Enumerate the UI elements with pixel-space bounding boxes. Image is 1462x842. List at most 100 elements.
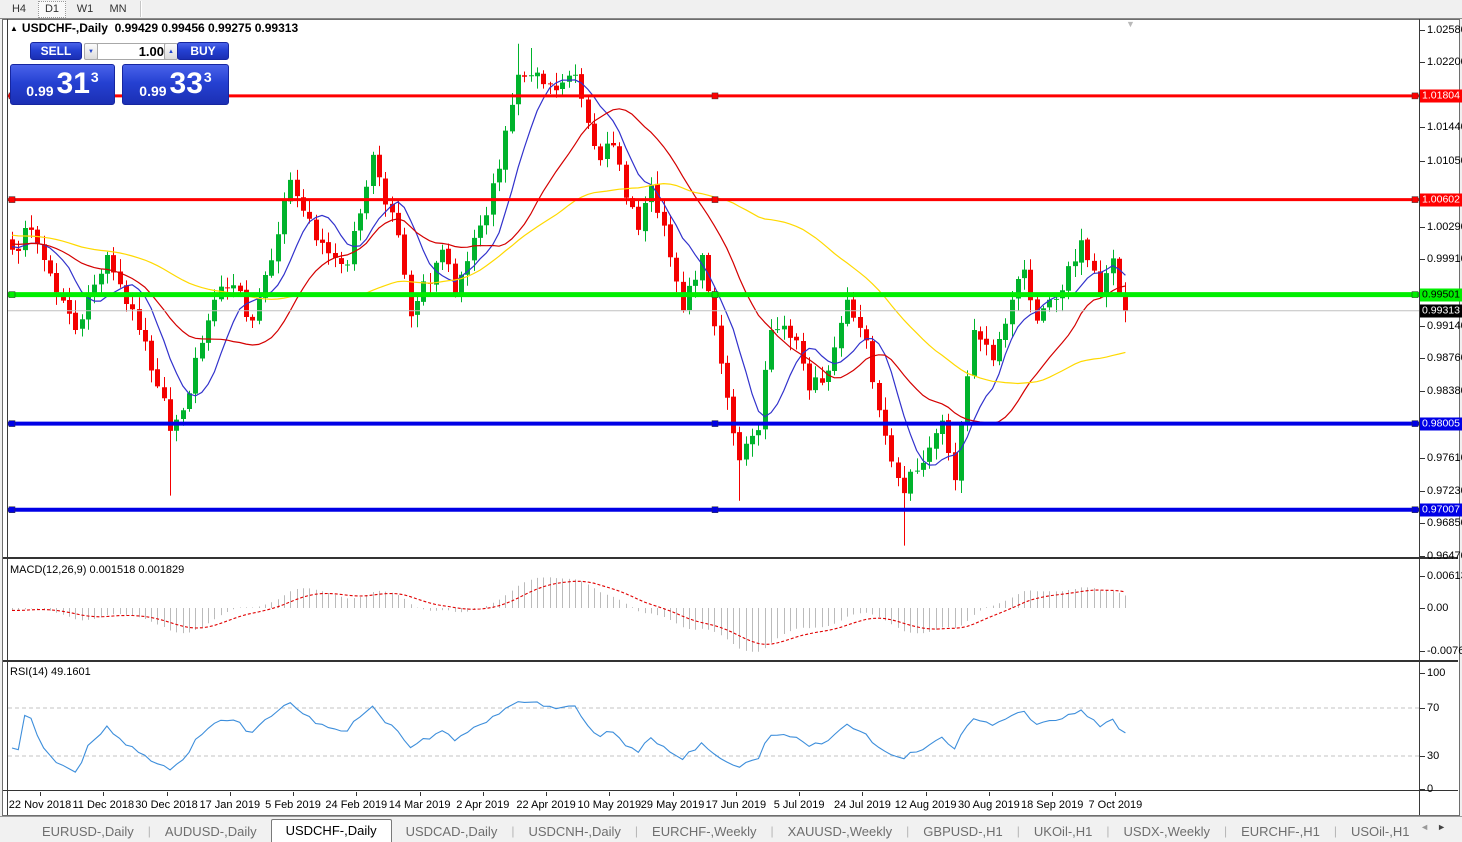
date-label: 22 Nov 2018 (8, 799, 72, 811)
hline-handle[interactable] (8, 196, 16, 203)
axis-tick-mark (1420, 161, 1425, 162)
main-macd-separator[interactable] (3, 557, 1458, 559)
plot-left-border (7, 19, 8, 815)
date-label: 5 Jul 2019 (773, 799, 825, 811)
date-label: 17 Jun 2019 (705, 799, 767, 811)
axis-tick-mark (1420, 127, 1425, 128)
date-label: 24 Jul 2019 (833, 799, 891, 811)
buy-price-big: 33 (169, 67, 203, 100)
hline-handle[interactable] (711, 291, 719, 298)
date-tick-mark (925, 792, 927, 796)
tab-separator: | (511, 824, 515, 838)
axis-tick-mark (1420, 227, 1425, 228)
timeframe-mn-button[interactable]: MN (109, 3, 127, 15)
buy-button[interactable]: BUY (177, 42, 229, 60)
axis-tick-mark (1420, 62, 1425, 63)
price-axis-separator[interactable] (1419, 19, 1420, 815)
tab-gbpusd-h1[interactable]: GBPUSD-,H1 (923, 824, 1003, 839)
tab-eurchf-h1[interactable]: EURCHF-,H1 (1241, 824, 1320, 839)
axis-tick-mark (1420, 30, 1425, 31)
timeframe-toolbar: H4 D1 W1 MN (0, 0, 1462, 19)
sell-price-button[interactable]: 0.99 31 3 (10, 64, 115, 105)
date-tick-mark (166, 792, 168, 796)
tab-audusd-daily[interactable]: AUDUSD-,Daily (164, 824, 257, 839)
tab-eurusd-daily[interactable]: EURUSD-,Daily (42, 824, 134, 839)
date-label: 2 Apr 2019 (456, 799, 510, 811)
axis-tick-label: 0.00613 (1427, 570, 1462, 582)
tab-usoil-h1[interactable]: USOil-,H1 (1350, 824, 1410, 839)
volume-increase-button[interactable]: ▲ (164, 43, 178, 60)
hline-handle[interactable] (1411, 196, 1419, 203)
tab-usdcnh-daily[interactable]: USDCNH-,Daily (528, 824, 621, 839)
axis-tick-label: 1.01440 (1427, 121, 1462, 133)
tab-scroll-left-icon[interactable]: ◄ (1420, 822, 1438, 832)
tab-ukoil-h1[interactable]: UKOil-,H1 (1033, 824, 1093, 839)
ohlc-readout: 0.99429 0.99456 0.99275 0.99313 (114, 21, 299, 35)
date-tick-mark (419, 792, 421, 796)
timeframe-w1-button[interactable]: W1 (76, 3, 94, 15)
hline-handle[interactable] (1411, 92, 1419, 100)
date-tick-mark (293, 792, 294, 796)
hline-handle[interactable] (711, 420, 719, 427)
sell-button[interactable]: SELL (30, 42, 82, 60)
date-label: 18 Sep 2019 (1020, 799, 1084, 811)
buy-price-button[interactable]: 0.99 33 3 (122, 64, 229, 105)
tab-separator: | (634, 824, 639, 838)
axis-tick-mark (1420, 756, 1425, 757)
tab-separator: | (1333, 824, 1337, 838)
date-tick-mark (1115, 792, 1117, 796)
tab-xauusd-weekly[interactable]: XAUUSD-,Weekly (787, 824, 893, 839)
hline-handle[interactable] (711, 92, 719, 100)
date-tick-mark (799, 792, 801, 796)
tab-usdchf-daily[interactable]: USDCHF-,Daily (270, 819, 392, 842)
hline-handle[interactable] (1411, 420, 1419, 427)
axis-tick-label: 70 (1427, 702, 1440, 714)
volume-decrease-button[interactable]: ▼ (84, 43, 98, 60)
hline-handle[interactable] (1411, 291, 1419, 298)
hline-handle[interactable] (8, 420, 16, 427)
date-tick-mark (40, 792, 41, 796)
hline-handle[interactable] (1411, 506, 1419, 513)
hline-handle[interactable] (711, 506, 719, 513)
axis-tick-mark (1420, 708, 1425, 709)
price-line-label: 1.01804 (1420, 89, 1462, 103)
hline-handle[interactable] (711, 196, 719, 203)
volume-input[interactable]: 1.00 (97, 43, 170, 60)
price-line-label: 1.00602 (1420, 193, 1462, 207)
axis-tick-mark (1420, 358, 1425, 359)
tab-usdcad-daily[interactable]: USDCAD-,Daily (405, 824, 498, 839)
date-tick-mark (862, 792, 864, 796)
hline-handle[interactable] (8, 506, 16, 513)
timeframe-d1-button[interactable]: D1 (38, 0, 66, 18)
buy-price-pip: 3 (203, 69, 212, 85)
axis-tick-mark (1420, 789, 1425, 790)
axis-tick-label: 1.01050 (1427, 155, 1462, 167)
axis-tick-mark (1420, 673, 1425, 674)
tab-usdx-weekly[interactable]: USDX-,Weekly (1123, 824, 1210, 839)
tab-scroll-right-icon[interactable]: ► (1437, 822, 1454, 832)
hline-handle[interactable] (8, 291, 16, 298)
axis-tick-mark (1420, 651, 1425, 652)
date-tick-mark (482, 792, 484, 796)
macd-rsi-separator[interactable] (3, 660, 1458, 662)
symbol-name: USDCHF-,Daily (21, 21, 108, 35)
date-label: 12 Aug 2019 (894, 799, 957, 811)
macd-indicator-label: MACD(12,26,9) 0.001518 0.001829 (10, 564, 185, 576)
date-tick-mark (609, 792, 611, 796)
price-line-label: 0.99313 (1420, 304, 1462, 318)
tab-eurchf-weekly[interactable]: EURCHF-,Weekly (652, 824, 757, 839)
axis-tick-mark (1420, 576, 1425, 577)
rsi-axis-separator (3, 790, 1458, 791)
date-tick-mark (103, 792, 105, 796)
collapse-arrow-icon[interactable]: ▲ (10, 24, 18, 33)
tab-separator: | (906, 824, 910, 838)
axis-tick-label: 1.02200 (1427, 56, 1462, 68)
axis-tick-label: 100 (1427, 667, 1446, 679)
timeframe-h4-button[interactable]: H4 (11, 3, 27, 15)
